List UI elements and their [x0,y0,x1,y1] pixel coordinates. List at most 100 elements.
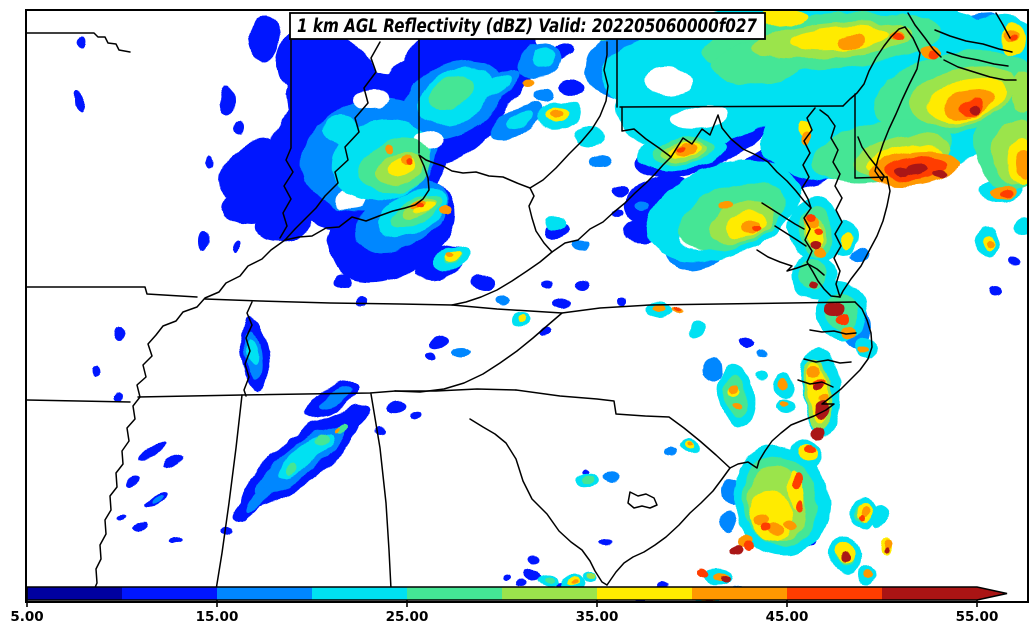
radar-echo [407,157,415,163]
border-neuse [797,379,834,388]
border-ky_va [451,251,553,306]
radar-echo [720,202,732,210]
radar-echo [151,497,163,505]
radar-echo [384,144,394,152]
radar-echo [284,462,298,474]
border-rappahannock [761,202,805,230]
colorbar-tick-label: 45.00 [766,609,809,625]
radar-echo [115,324,125,340]
radar-echo [574,241,590,251]
radar-echo [813,227,823,235]
radar-echo [414,199,436,215]
border-ny_ct [995,12,1011,39]
border-al_ms [215,394,243,591]
border-ga_nc [394,388,517,392]
radar-echo [812,427,824,439]
radar-echo [757,348,767,356]
border-de_west_south [854,93,888,179]
colorbar-tick-label: 35.00 [576,609,619,625]
border-nc_sc [515,389,731,469]
radar-echo [990,286,1002,296]
radar-echo [805,444,815,454]
colorbar-segment [407,587,502,600]
state-borders-layer [27,12,1017,593]
radar-echo [601,540,611,546]
radar-echo [553,296,571,308]
radar-echo [204,156,212,168]
radar-echo [428,333,452,349]
radar-echo [254,209,310,243]
radar-echo [454,347,470,357]
radar-echo [428,76,476,110]
radar-echo [702,357,722,381]
radar-echo [542,278,554,286]
border-il_in [279,12,294,239]
radar-echo [779,378,789,390]
border-mo_ar [27,286,198,298]
radar-echo [551,108,565,118]
radar-echo [246,337,258,365]
map-frame [25,9,1029,603]
radar-echo [356,298,368,306]
border-ct_coast [934,29,1013,53]
radar-echo [170,537,182,545]
radar-echo [531,557,541,565]
radar-echo [278,28,326,96]
echo-hole [352,90,388,110]
radar-echo [730,544,744,554]
radar-echo [842,230,854,248]
radar-echo [893,34,901,40]
radar-echo [814,248,828,258]
border-pamlico [803,358,852,364]
radar-echo [376,427,386,435]
radar-echo [92,366,100,378]
radar-echo [934,169,948,177]
radar-echo [751,223,761,229]
border-nj_coast [857,26,921,182]
colorbar-tick-label: 15.00 [196,609,239,625]
radar-echo [767,525,785,537]
border-york_river [774,225,807,247]
radar-echo [785,521,797,531]
radar-echo [525,77,535,85]
border-tn_ms_al [137,390,396,398]
border-hudson_ny [907,12,942,58]
border-lake_marion [627,491,658,509]
radar-echo [112,391,120,401]
radar-echo [806,213,816,221]
border-big_sandy [528,187,553,253]
colorbar-extend-arrow [977,587,1007,600]
radar-echo [841,325,857,337]
border-sc_coast [606,467,731,586]
radar-echo [1018,216,1027,236]
radar-echo [903,163,931,175]
radar-echo [616,298,628,306]
radar-echo [575,281,589,291]
title-box: 1 km AGL Reflectivity (dBZ) Valid: 20220… [289,12,766,40]
radar-echo [548,216,568,230]
radar-echo [818,395,828,403]
border-james_river [756,249,825,276]
radar-echo [585,575,595,581]
radar-echo [808,242,820,250]
radar-echo [560,79,584,95]
radar-echo [871,506,887,526]
radar-echo [235,120,245,134]
colorbar-segment [882,587,977,600]
radar-echo [312,433,328,447]
radar-echo [570,581,576,585]
radar-echo [470,274,494,290]
colorbar-segment [597,587,692,600]
radar-echo [738,337,754,347]
radar-echo [863,568,871,576]
colorbar-tick-label: 25.00 [386,609,429,625]
radar-echo [333,425,339,431]
border-li_north [946,51,1009,67]
radar-echo [444,251,454,257]
radar-echo [610,184,630,196]
radar-echo [825,302,843,316]
border-wv_va [551,156,672,253]
border-albemarle [809,329,857,335]
